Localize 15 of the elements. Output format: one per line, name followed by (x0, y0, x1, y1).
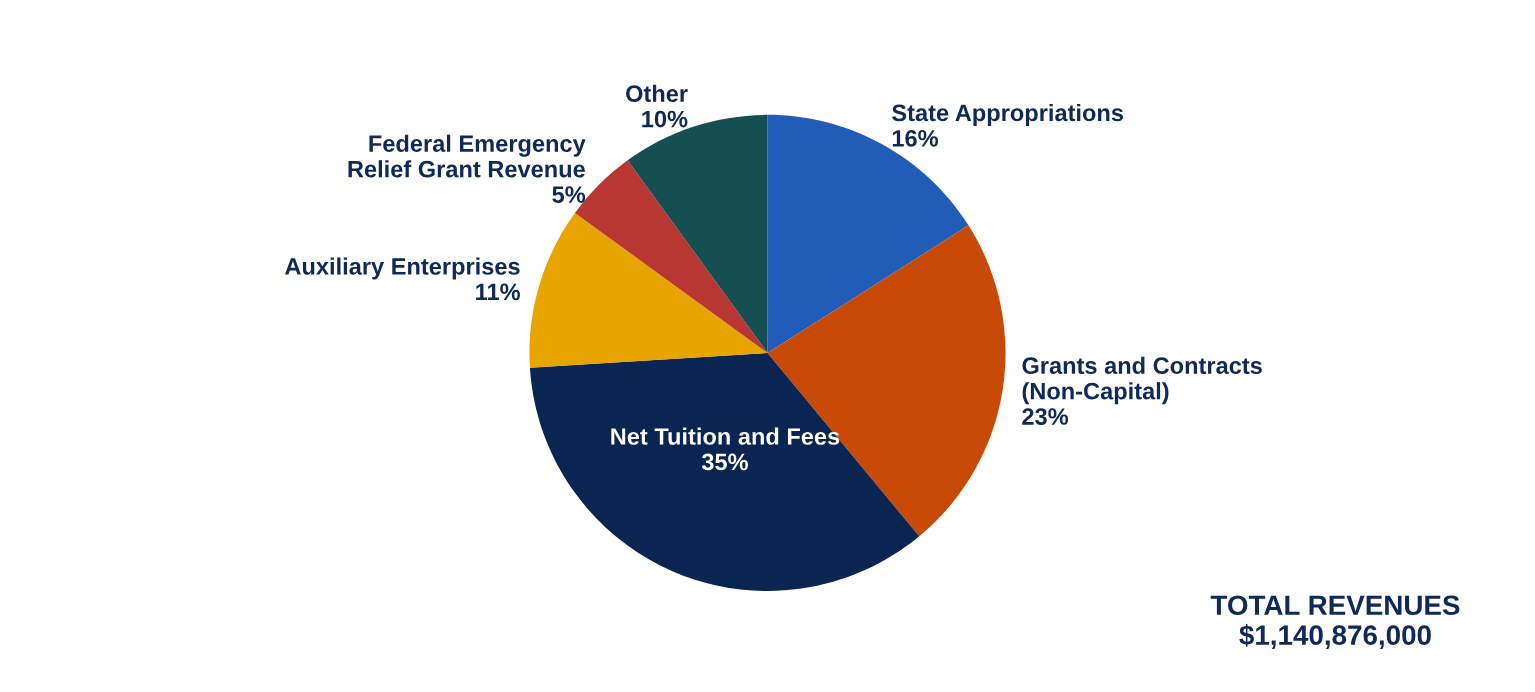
slice-label: Auxiliary Enterprises (285, 257, 520, 280)
data-label: 5% (552, 186, 586, 203)
slice-label: Grants and Contracts (Non-Capital) (1022, 356, 1262, 405)
data-label: 11% (476, 283, 520, 301)
data-label: 23% (1022, 408, 1069, 425)
data-label: 16% (892, 129, 938, 147)
slice-label: Net Tuition and Fees (611, 427, 840, 445)
slice-label: Federal Emergency Relief Grant Revenue (348, 134, 586, 178)
pie-slice (529, 352, 920, 591)
slice-label: State Appropriations (892, 103, 1124, 126)
text: TOTAL REVENUES $1,140,876,000 (1210, 595, 1460, 650)
pie-slice (529, 213, 768, 368)
slice-label: Other (626, 84, 688, 103)
data-label: 10% (642, 110, 688, 128)
data-label: 35% (701, 453, 748, 471)
